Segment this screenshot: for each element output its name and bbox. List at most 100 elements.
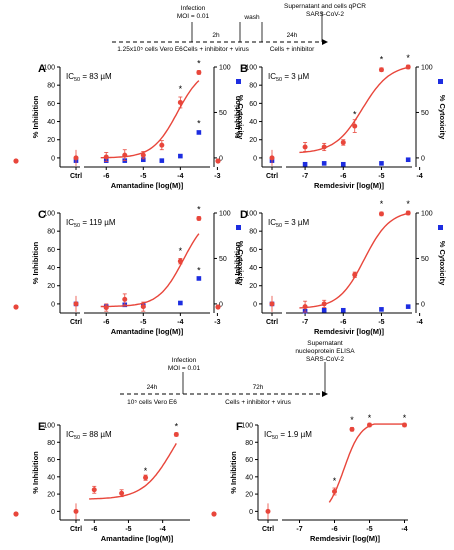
timeline-text: SARS-CoV-2 — [306, 11, 344, 18]
y-tick-label: 40 — [249, 119, 257, 126]
inhibition-point — [352, 123, 358, 129]
fit-curve — [299, 66, 409, 154]
y2-tick-label: 100 — [219, 211, 231, 218]
x-tick-label: -5 — [140, 173, 146, 180]
y-tick-label: 60 — [47, 247, 55, 254]
y-axis-label: % Inhibition — [31, 241, 40, 284]
legend-inhibition-marker — [13, 158, 19, 164]
y-tick-label: 100 — [43, 211, 55, 218]
significance-star: * — [380, 199, 384, 209]
ctrl-inhibition-point — [73, 508, 79, 514]
y-tick-label: 40 — [245, 474, 253, 481]
x-axis-label: Amantadine [log(M)] — [101, 534, 174, 543]
inhibition-point — [196, 215, 202, 221]
inhibition-point — [367, 422, 372, 428]
ctrl-label: Ctrl — [70, 173, 82, 180]
x-tick-label: -6 — [340, 173, 346, 180]
x-tick-label: -4 — [177, 173, 183, 180]
panel-f: 0 20 40 60 80 100 -7 -6 -5 -4 Ctrl Remdesivir [log(… — [211, 413, 408, 543]
cytotoxicity-point — [178, 300, 183, 306]
ic50-label: IC50 = 3 µM — [268, 218, 310, 229]
significance-star: * — [350, 415, 354, 425]
x-tick-label: -7 — [302, 173, 308, 180]
x-tick-label: -5 — [366, 526, 372, 533]
y-tick-label: 20 — [245, 492, 253, 499]
panel-letter: A — [38, 63, 46, 75]
fit-curve — [299, 212, 409, 309]
panel-c: 0 20 40 60 80 100 -6 -5 -4 -3 Ctrl Amantadine [log(… — [13, 204, 245, 336]
inhibition-point — [402, 422, 407, 428]
y2-tick-label: 100 — [421, 211, 433, 218]
inhibition-point — [143, 475, 149, 481]
significance-star: * — [197, 58, 201, 68]
x-tick-label: -4 — [401, 526, 407, 533]
y-axis-label: % Inhibition — [31, 95, 40, 138]
y-tick-label: 80 — [47, 229, 55, 236]
significance-star: * — [179, 84, 183, 94]
x-tick-label: -6 — [91, 526, 97, 533]
y2-tick-label: 100 — [421, 65, 433, 72]
cytotoxicity-point — [178, 153, 183, 159]
inhibition-point — [405, 64, 411, 70]
panel-a: 0 20 40 60 80 100 -6 -5 -4 -3 Ctrl Amantadine [log(… — [13, 58, 245, 190]
panel-letter: C — [38, 209, 46, 221]
y2-tick-label: 50 — [421, 110, 429, 117]
y-axis-label: % Inhibition — [31, 451, 40, 494]
significance-star: * — [144, 466, 148, 476]
x-tick-label: -7 — [296, 526, 302, 533]
cytotoxicity-point — [196, 276, 202, 281]
y-tick-label: 60 — [245, 457, 253, 464]
ic50-label: IC50 = 119 µM — [66, 218, 116, 229]
y2-tick-label: 0 — [219, 155, 223, 162]
timeline-text: MOI = 0.01 — [177, 13, 210, 20]
timeline-text: MOI = 0.01 — [168, 365, 201, 372]
fit-curve — [100, 80, 200, 159]
legend-cytotoxicity-marker — [236, 79, 241, 84]
y-tick-label: 80 — [47, 83, 55, 90]
timeline-text: Supernatant — [307, 340, 343, 347]
ctrl-label: Ctrl — [70, 526, 82, 533]
y-tick-label: 0 — [51, 155, 55, 162]
x-tick-label: -5 — [378, 319, 384, 326]
inhibition-point — [140, 304, 146, 310]
x-tick-label: -4 — [417, 173, 423, 180]
inhibition-point — [103, 305, 109, 311]
inhibition-point — [159, 142, 165, 148]
timeline-text: Cells + inhibitor + virus — [225, 399, 291, 406]
panel-b: 0 20 40 60 80 100 -7 -6 -5 -4 Ctrl Remdesivir [log(… — [215, 53, 447, 190]
y-tick-label: 100 — [245, 211, 257, 218]
legend-inhibition-marker — [13, 511, 19, 517]
x-tick-label: -5 — [378, 173, 384, 180]
y2-tick-label: 0 — [219, 301, 223, 308]
timeline-text: 24h — [287, 32, 298, 39]
y-axis-label: % Inhibition — [233, 241, 242, 284]
x-tick-label: -5 — [140, 319, 146, 326]
y-axis-label: % Inhibition — [229, 451, 238, 494]
y-tick-label: 100 — [245, 65, 257, 72]
y2-axis-label: % Cytoxicity — [236, 241, 245, 286]
y2-tick-label: 0 — [421, 301, 425, 308]
y2-axis-label: % Cytoxicity — [438, 241, 447, 286]
panel-letter: E — [38, 421, 45, 433]
legend-cytotoxicity-marker — [438, 79, 443, 84]
ctrl-inhibition-point — [269, 155, 275, 161]
x-tick-label: -4 — [417, 319, 423, 326]
x-tick-label: -3 — [214, 319, 220, 326]
panel-letter: F — [236, 421, 243, 433]
legend-inhibition-marker — [215, 304, 221, 310]
y-tick-label: 40 — [47, 265, 55, 272]
fit-curve — [100, 233, 200, 308]
cytotoxicity-point — [405, 157, 411, 163]
panel-e: 0 20 40 60 80 100 -6 -5 -4 Ctrl Amantadine [log(M)… — [13, 421, 190, 543]
y2-tick-label: 50 — [421, 256, 429, 263]
inhibition-point — [140, 152, 146, 158]
y2-tick-label: 50 — [219, 256, 227, 263]
y2-axis-label: % Cytoxicity — [438, 95, 447, 140]
timeline-text: Supernatant and cells qPCR — [284, 3, 366, 10]
significance-star: * — [403, 413, 407, 423]
timeline-text: 72h — [253, 384, 264, 391]
timeline-text: wash — [243, 14, 260, 21]
inhibition-point — [103, 154, 109, 160]
inhibition-point — [302, 304, 308, 310]
